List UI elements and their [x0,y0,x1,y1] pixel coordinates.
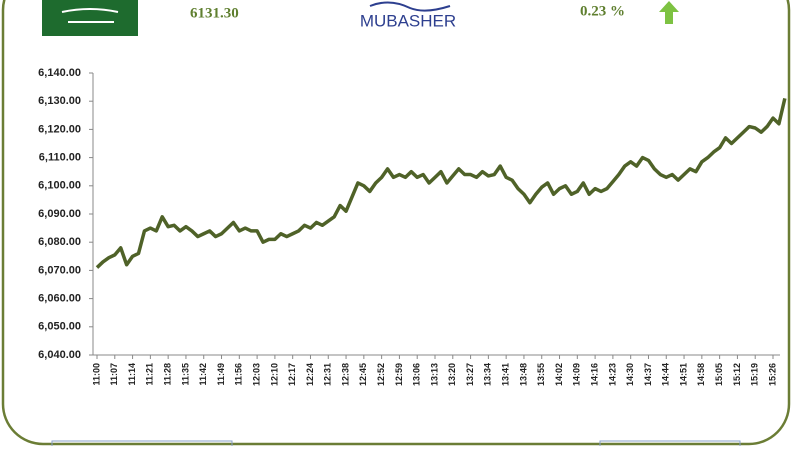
flag [42,0,138,36]
x-tick-label: 11:49 [216,363,226,386]
x-tick-label: 14:09 [572,363,582,386]
x-tick-label: 12:03 [251,363,261,386]
x-tick-label: 12:24 [305,363,315,386]
x-tick-label: 11:42 [198,363,208,386]
x-tick-label: 14:37 [643,363,653,386]
x-tick-label: 11:21 [145,363,155,386]
x-tick-label: 14:02 [554,363,564,386]
x-tick-label: 13:27 [465,363,475,386]
y-tick-label: 6,080.00 [38,236,81,248]
x-tick-label: 15:26 [767,363,777,386]
x-tick-label: 13:41 [501,363,511,386]
x-tick-label: 13:06 [412,363,422,386]
logo-mark [369,1,451,12]
x-tick-label: 15:19 [750,363,760,386]
x-tick-label: 12:17 [287,363,297,386]
y-tick-label: 6,050.00 [38,321,81,333]
x-tick-label: 13:48 [518,363,528,386]
x-tick-label: 14:16 [589,363,599,386]
y-tick-label: 6,110.00 [39,152,81,164]
x-tick-label: 13:55 [536,363,546,386]
x-tick-label: 14:58 [696,363,706,386]
y-tick-label: 6,140.00 [38,67,81,79]
change-value: 0.23 % [580,3,625,19]
up-arrow [659,1,679,24]
brand: MUBASHER [360,11,456,30]
x-tick-label: 14:51 [678,363,688,386]
x-tick-label: 12:38 [340,363,350,386]
x-tick-label: 11:35 [180,363,190,386]
y-tick-label: 6,090.00 [38,208,81,220]
x-tick-label: 12:45 [358,363,368,386]
plot: 6,040.00 6,050.00 6,060.00 6,070.00 6,080.00… [38,67,787,386]
x-tick-label: 11:00 [91,363,101,386]
price-line [95,97,787,269]
x-tick-label: 14:44 [661,363,671,386]
x-tick-label: 13:13 [429,363,439,386]
y-tick-label: 6,100.00 [38,180,81,192]
y-tick-label: 6,130.00 [38,95,81,107]
index-value: 6131.30 [190,5,239,21]
y-tick-label: 6,060.00 [38,293,81,305]
x-tick-label: 11:14 [127,363,137,386]
x-tick-label: 12:31 [323,363,333,386]
y-tick-label: 6,040.00 [38,349,81,361]
x-tick-label: 14:23 [607,363,617,386]
x-tick-label: 15:05 [714,363,724,386]
flag-emblem [61,8,119,23]
x-tick-label: 11:28 [163,363,173,386]
x-tick-label: 14:30 [625,363,635,386]
x-tick-label: 12:52 [376,363,386,386]
x-tick-label: 13:34 [483,363,493,386]
x-tick-label: 12:10 [269,363,279,386]
x-tick-label: 11:07 [109,363,119,386]
y-tick-label: 6,070.00 [38,264,81,276]
x-tick-label: 13:20 [447,363,457,386]
x-tick-label: 15:12 [732,363,742,386]
x-tick-label: 11:56 [234,363,244,386]
x-tick-label: 12:59 [394,363,404,386]
y-tick-label: 6,120.00 [38,123,81,135]
